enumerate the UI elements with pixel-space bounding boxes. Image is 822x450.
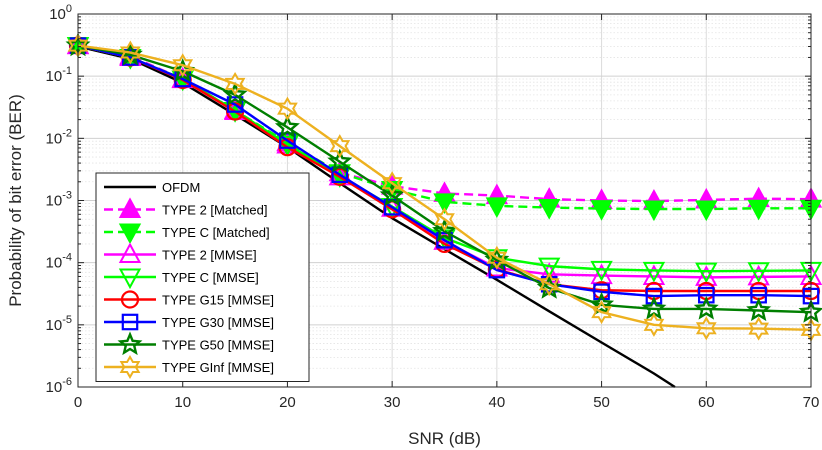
data-point [224, 71, 246, 96]
legend-entry: TYPE G15 [MMSE] [104, 290, 274, 309]
legend-entry: TYPE C [Matched] [104, 223, 270, 245]
x-tick-label: 70 [803, 394, 820, 411]
data-point [485, 197, 509, 218]
data-point [433, 193, 456, 214]
data-point [643, 312, 665, 337]
data-point [486, 245, 508, 270]
data-point [747, 262, 770, 283]
legend-entry: TYPE 2 [MMSE] [104, 242, 257, 263]
data-point [379, 182, 405, 207]
data-point [329, 134, 351, 159]
data-point [697, 286, 715, 304]
data-point [538, 257, 561, 279]
data-point [645, 287, 663, 305]
series-layer [65, 32, 822, 389]
legend-entry: TYPE G30 [MMSE] [104, 313, 274, 331]
data-point [381, 171, 403, 196]
y-tick-label: 10-6 [46, 376, 72, 396]
x-axis-title: SNR (dB) [408, 429, 481, 448]
data-point [274, 114, 300, 139]
legend-entry: TYPE 2 [Matched] [104, 197, 268, 218]
data-point [118, 223, 142, 245]
legend-entry: TYPE GInf [MMSE] [104, 355, 274, 379]
legend-label: TYPE 2 [MMSE] [162, 248, 257, 263]
data-point [747, 199, 770, 221]
legend-label: OFDM [162, 180, 200, 195]
x-tick-label: 50 [593, 394, 610, 411]
data-point [279, 132, 296, 149]
data-point [590, 260, 613, 282]
y-tick-label: 10-2 [46, 127, 72, 147]
legend-label: TYPE G50 [MMSE] [162, 338, 274, 353]
data-point [222, 81, 248, 106]
legend-label: TYPE C [Matched] [162, 225, 270, 240]
data-point [277, 96, 298, 121]
y-tick-label: 10-5 [46, 314, 72, 334]
data-point [118, 197, 142, 218]
data-point [276, 135, 299, 157]
legend-entry: TYPE G50 [MMSE] [104, 331, 274, 356]
x-tick-label: 60 [698, 394, 715, 411]
data-point [593, 283, 610, 301]
data-point [118, 242, 142, 263]
data-point [591, 300, 612, 325]
data-point [642, 200, 666, 222]
x-tick-label: 20 [279, 394, 296, 411]
data-point [121, 313, 139, 331]
x-tick-label: 0 [74, 394, 82, 411]
data-point [538, 262, 561, 283]
legend-label: TYPE C [MMSE] [162, 270, 259, 285]
data-point [746, 297, 772, 322]
y-axis-title: Probability of bit error (BER) [6, 94, 25, 307]
axis-tick-labels: 0 10 20 30 40 50 60 70 10-6 10-5 10-4 10-3 10-2 10-1 1… [46, 3, 820, 411]
data-point [118, 268, 142, 290]
data-point [117, 331, 143, 356]
legend-label: TYPE G15 [MMSE] [162, 293, 274, 308]
legend-entry: TYPE C [MMSE] [104, 268, 259, 290]
data-point [642, 261, 666, 283]
series-line [77, 44, 812, 332]
legend: OFDM TYPE 2 [Matched] TYPE C [Matched] TYPE… [95, 172, 310, 382]
x-tick-label: 40 [489, 394, 506, 411]
legend-entry: OFDM [104, 180, 200, 195]
data-point [693, 295, 719, 320]
data-point [747, 264, 770, 286]
data-point [538, 199, 561, 220]
series-line [77, 44, 812, 314]
data-point [748, 316, 770, 341]
data-point [172, 53, 194, 78]
series-line [77, 44, 811, 293]
data-point [695, 200, 718, 222]
data-point [695, 316, 717, 341]
y-tick-label: 10-4 [46, 252, 72, 272]
series-8 [67, 33, 822, 342]
series-line [77, 44, 812, 298]
legend-label: TYPE GInf [MMSE] [162, 360, 274, 375]
data-point [327, 148, 353, 173]
legend-label: TYPE 2 [Matched] [162, 203, 268, 218]
x-tick-label: 30 [384, 394, 401, 411]
y-tick-label: 100 [49, 3, 72, 23]
legend-label: TYPE G30 [MMSE] [162, 315, 274, 330]
data-point [695, 265, 718, 286]
ticks [77, 14, 812, 388]
data-point [119, 40, 141, 65]
x-tick-label: 10 [174, 394, 191, 411]
data-point [538, 272, 560, 297]
data-point [432, 218, 457, 242]
data-point [695, 262, 718, 284]
data-point [119, 355, 141, 379]
data-point [434, 207, 455, 232]
y-tick-label: 10-1 [46, 65, 72, 85]
data-point [120, 290, 140, 309]
data-point [589, 291, 615, 316]
y-tick-label: 10-3 [46, 190, 72, 210]
data-point [590, 200, 613, 221]
